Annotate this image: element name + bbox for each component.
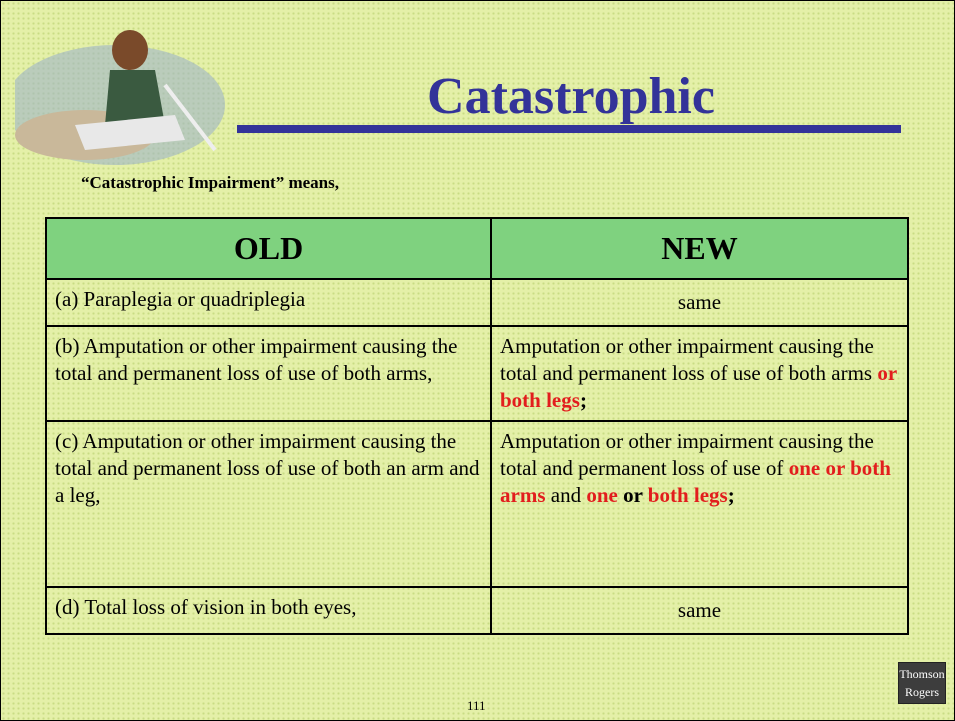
cell-text: (a) Paraplegia or quadriplegia: [55, 287, 306, 311]
table-cell: (d) Total loss of vision in both eyes,: [45, 586, 492, 635]
cell-text: ;: [727, 483, 735, 507]
cell-text: (b) Amputation or other impairment causi…: [55, 334, 458, 385]
table-cell: (a) Paraplegia or quadriplegia: [45, 278, 492, 327]
cell-text: or: [617, 483, 648, 507]
table-cell: Amputation or other impairment causing t…: [490, 325, 909, 422]
logo-text: Rogers: [905, 685, 939, 699]
table-row: (b) Amputation or other impairment causi…: [45, 325, 909, 422]
logo-text: Thomson: [899, 667, 945, 681]
cell-text: Amputation or other impairment causing t…: [500, 429, 874, 480]
table-cell: same: [490, 586, 909, 635]
cell-text: one or both arms: [500, 456, 891, 507]
cell-text: Amputation or other impairment causing t…: [500, 334, 878, 385]
cell-text: same: [677, 290, 722, 314]
table-cell: (c) Amputation or other impairment causi…: [45, 420, 492, 588]
table-cell: same: [490, 278, 909, 327]
cell-text: (c) Amputation or other impairment causi…: [55, 429, 480, 507]
cell-text: or both legs: [500, 361, 897, 412]
cell-text: (d) Total loss of vision in both eyes,: [55, 595, 357, 619]
table-cell: (b) Amputation or other impairment causi…: [45, 325, 492, 422]
title: Catastrophic: [427, 68, 715, 125]
table-row: (d) Total loss of vision in both eyes, sa…: [45, 586, 909, 635]
subtitle: “Catastrophic Impairment” means,: [81, 173, 339, 192]
cell-text: one: [586, 483, 618, 507]
cell-text: and: [545, 483, 587, 507]
cell-text: same: [677, 598, 722, 622]
comparison-table: OLD NEW (a) Paraplegia or quadriplegia sa…: [45, 217, 909, 635]
photo: [15, 30, 225, 165]
page-number: 111: [467, 698, 486, 713]
column-header: OLD: [45, 217, 492, 280]
cell-text: ;: [579, 388, 587, 412]
table-row: (c) Amputation or other impairment causi…: [45, 420, 909, 588]
table-row: (a) Paraplegia or quadriplegia same: [45, 278, 909, 327]
logo: Thomson Rogers: [898, 662, 946, 704]
cell-text: both legs: [647, 483, 728, 507]
title-underline: [237, 125, 901, 133]
column-header: NEW: [490, 217, 909, 280]
table-cell: Amputation or other impairment causing t…: [490, 420, 909, 588]
